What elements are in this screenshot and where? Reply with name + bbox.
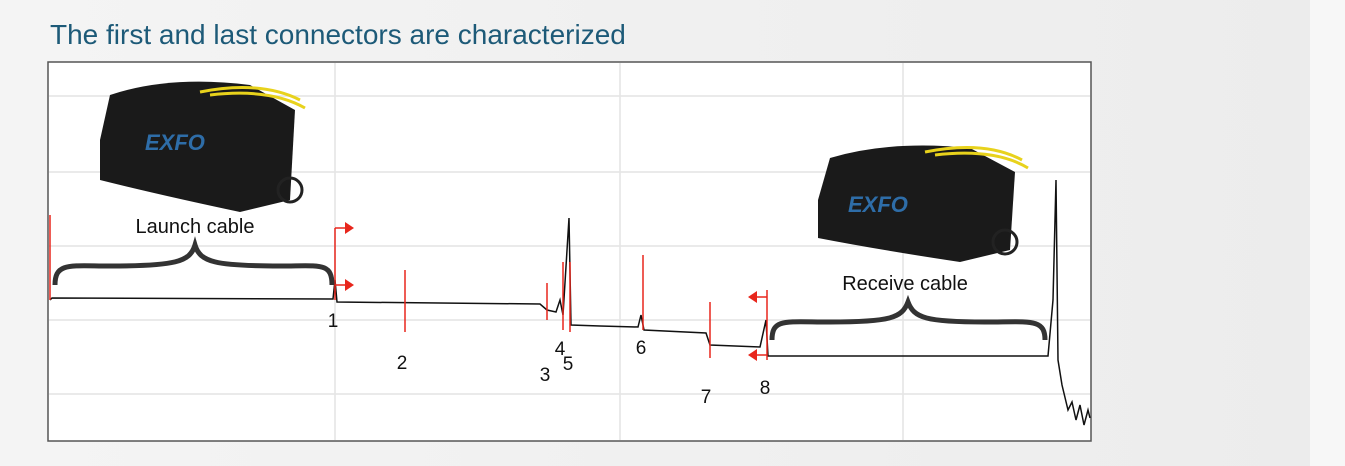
launch-bag: EXFO <box>100 81 306 213</box>
event-numbers: 1 2 345 6 7 8 <box>328 311 771 408</box>
receive-brace <box>769 294 1048 341</box>
event-number: 3 <box>540 365 551 386</box>
event-number: 1 <box>328 311 339 332</box>
bag-logo: EXFO <box>145 130 205 155</box>
event-number: 2 <box>397 353 408 374</box>
event-number: 7 <box>701 387 712 408</box>
event-number: 8 <box>760 378 771 399</box>
launch-brace <box>52 236 335 286</box>
receive-label: Receive cable <box>842 273 968 295</box>
launch-label: Launch cable <box>136 216 255 238</box>
event-number: 4 <box>555 339 566 360</box>
event-number: 6 <box>636 338 647 359</box>
side-band <box>1310 0 1345 466</box>
event-number: 5 <box>563 354 574 375</box>
slide-title: The first and last connectors are charac… <box>50 19 626 50</box>
otdr-trace <box>49 179 1091 426</box>
event-markers <box>49 215 768 360</box>
arrowheads <box>345 222 757 361</box>
receive-bag: EXFO <box>818 145 1029 262</box>
bag-logo: EXFO <box>848 192 908 217</box>
trace-panel: Launch cable Receive cable EXFO EXFO 1 2 3… <box>47 61 1092 442</box>
